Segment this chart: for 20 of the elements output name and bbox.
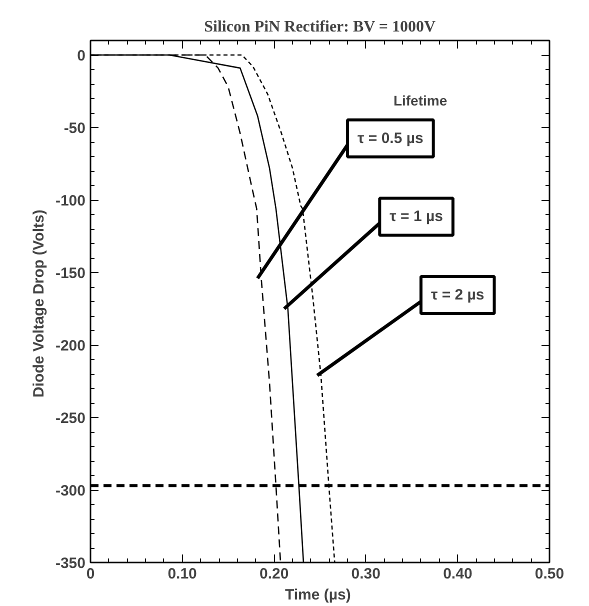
y-axis-title: Diode Voltage Drop (Volts) — [30, 210, 48, 398]
y-tick-label: -50 — [64, 120, 86, 137]
x-tick-label: 0.40 — [443, 566, 472, 582]
x-tick-label: 0.10 — [168, 566, 197, 582]
x-axis-title: Time (µs) — [284, 586, 351, 604]
x-tick-label: 0.20 — [260, 566, 289, 582]
x-tick-label: 0.50 — [534, 566, 564, 582]
y-tick-label: -150 — [55, 265, 86, 282]
legend-title: Lifetime — [393, 92, 448, 108]
y-tick-label: -100 — [55, 192, 86, 210]
chart-title: Silicon PiN Rectifier: BV = 1000V — [204, 18, 436, 36]
y-tick-label: -300 — [55, 482, 86, 500]
y-tick-label: -200 — [55, 338, 86, 354]
text: τ = 1 µs — [390, 208, 443, 226]
text: τ = 0.5 µs — [358, 130, 424, 147]
y-tick-label: -350 — [55, 555, 86, 572]
y-tick-label: -250 — [55, 410, 86, 427]
text: τ = 2 µs — [430, 286, 484, 304]
y-tick-label: 0 — [77, 48, 86, 64]
x-tick-label: 0.30 — [351, 566, 381, 582]
